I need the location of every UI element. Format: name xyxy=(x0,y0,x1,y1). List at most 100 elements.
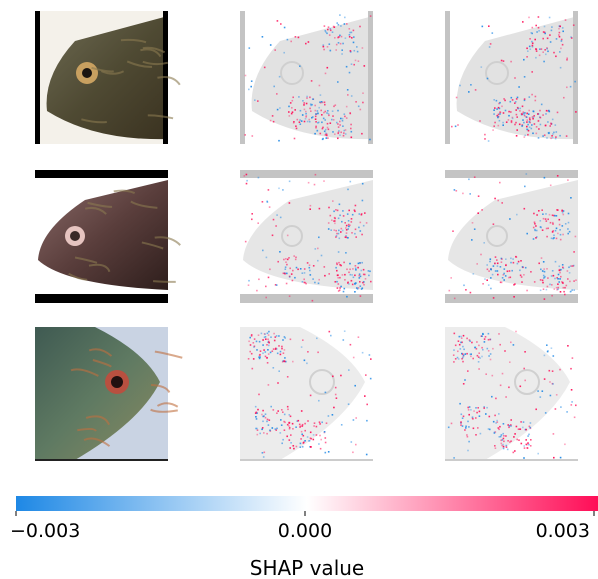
shap-pixel xyxy=(337,36,339,39)
shap-pixel xyxy=(333,105,335,108)
shap-pixel xyxy=(505,121,508,123)
shap-pixel xyxy=(483,341,486,343)
shap-pixel xyxy=(452,354,455,356)
shap-pixel xyxy=(476,341,478,343)
shap-pixel xyxy=(291,99,294,102)
shap-pixel xyxy=(474,346,477,349)
shap-pixel xyxy=(324,30,327,32)
shap-pixel xyxy=(328,34,331,36)
shap-pixel xyxy=(337,251,340,253)
shap-pixel xyxy=(477,195,480,197)
shap-pixel xyxy=(323,431,326,433)
shap-pixel xyxy=(557,288,559,291)
shap-pixel xyxy=(533,115,535,117)
shap-pixel xyxy=(331,31,334,33)
shap-pixel xyxy=(547,350,549,352)
shap-pixel xyxy=(323,101,326,104)
shap-pixel xyxy=(511,99,514,101)
shap-pixel xyxy=(542,288,545,290)
shap-pixel xyxy=(354,228,357,231)
shap-pixel xyxy=(518,439,520,441)
shap-pixel xyxy=(357,266,359,269)
shap-pixel xyxy=(566,411,568,413)
shap-pixel xyxy=(317,259,319,262)
shap-pixel xyxy=(481,355,483,358)
shap-pixel xyxy=(329,122,332,124)
shap-pixel xyxy=(553,456,555,459)
shap-pixel xyxy=(292,122,295,124)
shap-pixel xyxy=(356,46,358,48)
shap-pixel xyxy=(450,422,453,425)
shap-pixel xyxy=(497,199,499,202)
shap-pixel xyxy=(264,355,267,358)
shap-pixel xyxy=(551,118,554,121)
shap-pixel xyxy=(523,121,525,124)
shap-pixel xyxy=(341,49,343,51)
shap-pixel xyxy=(284,360,287,363)
shap-pixel xyxy=(269,268,271,271)
shap-pixel xyxy=(471,239,473,241)
shap-pixel xyxy=(536,214,538,216)
shap-pixel xyxy=(324,437,327,439)
shap-pixel xyxy=(525,116,528,118)
shap-pixel xyxy=(521,125,523,127)
shap-pixel xyxy=(269,119,272,122)
shap-pixel xyxy=(268,206,271,208)
shap-pixel xyxy=(516,438,518,441)
shap-pixel xyxy=(286,435,288,438)
shap-pixel xyxy=(494,445,496,447)
shap-pixel xyxy=(265,338,267,340)
shap-pixel xyxy=(566,270,569,272)
shap-pixel xyxy=(356,287,358,289)
shap-pixel xyxy=(288,425,290,427)
shap-pixel xyxy=(355,443,357,446)
shap-pixel xyxy=(498,333,500,335)
shap-pixel xyxy=(355,417,357,419)
shap-pixel xyxy=(516,129,518,131)
shap-pixel xyxy=(460,337,463,339)
shap-pixel xyxy=(282,339,284,341)
shap-pixel xyxy=(343,132,345,134)
shap-pixel xyxy=(528,121,531,123)
shap-pixel xyxy=(503,98,505,100)
shap-pixel xyxy=(550,275,553,277)
shap-pixel xyxy=(273,332,275,335)
shap-pixel xyxy=(520,442,523,445)
shap-pixel xyxy=(292,269,294,272)
shap-pixel xyxy=(288,111,290,113)
shap-pixel xyxy=(338,130,340,132)
shap-pixel xyxy=(566,57,568,60)
shap-pixel xyxy=(535,24,537,27)
panel-grid xyxy=(35,11,578,461)
shap-pixel xyxy=(567,232,569,235)
shap-pixel xyxy=(370,280,372,283)
shap-pixel xyxy=(290,112,293,115)
shap-pixel xyxy=(344,16,346,19)
shap-pixel xyxy=(288,115,291,117)
shap-pixel xyxy=(295,256,297,259)
fish-stripe xyxy=(120,38,147,44)
shap-pixel xyxy=(537,16,540,18)
shap-pixel xyxy=(254,405,257,408)
shap-pixel xyxy=(513,284,515,286)
shap-pixel xyxy=(357,105,360,108)
shap-pixel xyxy=(249,336,251,339)
shap-pixel xyxy=(256,427,258,430)
shap-pixel xyxy=(519,385,522,388)
shap-pixel xyxy=(314,115,317,118)
shap-pixel xyxy=(510,419,512,421)
shap-pixel xyxy=(516,106,519,109)
shap-pixel xyxy=(505,444,508,447)
shap-pixel xyxy=(283,336,286,338)
shap-pixel xyxy=(544,275,546,278)
shap-pixel xyxy=(515,255,517,258)
shap-pixel xyxy=(562,233,564,236)
shap-pixel xyxy=(278,335,280,337)
shap-pixel xyxy=(498,119,501,122)
shap-pixel xyxy=(481,209,483,211)
shap-pixel xyxy=(364,212,366,214)
shap-pixel xyxy=(314,132,316,135)
shap-pixel xyxy=(572,265,574,267)
shap-pixel xyxy=(468,339,471,341)
shap-pixel xyxy=(284,266,287,268)
